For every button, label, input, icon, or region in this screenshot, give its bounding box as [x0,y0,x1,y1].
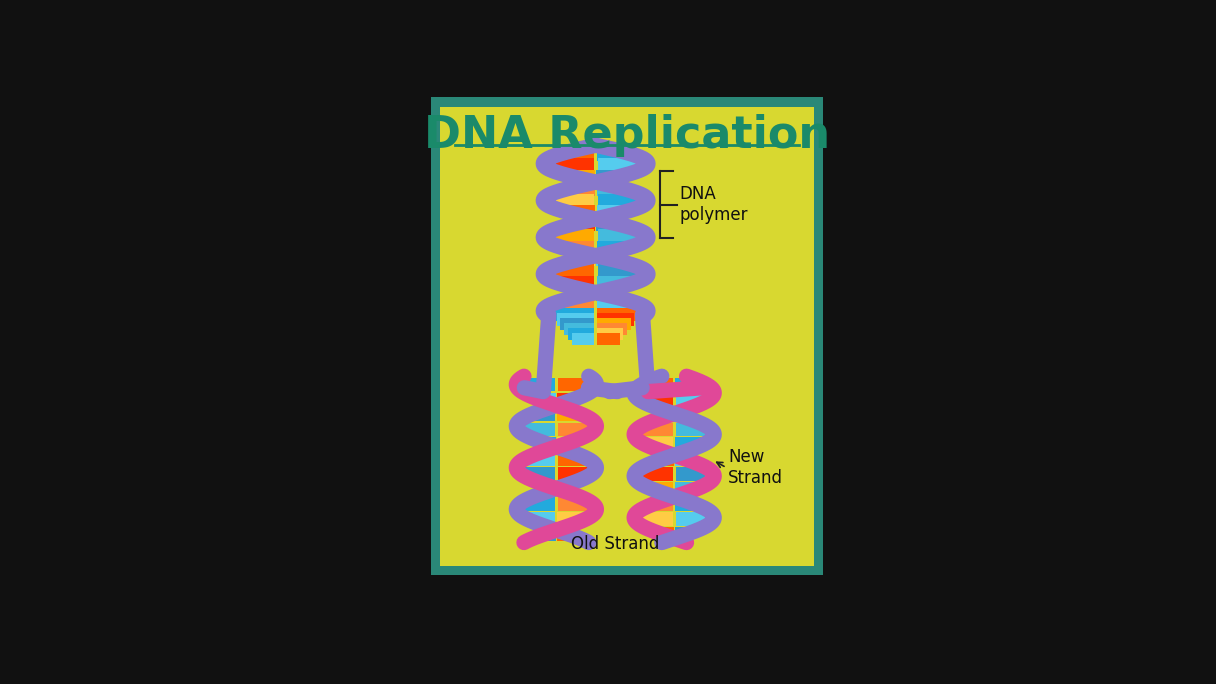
Bar [553,308,595,321]
Bar [561,318,595,330]
Bar [598,194,647,207]
Bar [676,393,708,406]
Bar [675,527,685,541]
Bar [568,328,595,340]
Bar [576,170,595,184]
Bar [597,241,627,254]
Bar [597,182,623,196]
Bar [533,408,556,421]
Bar [568,182,595,196]
Bar [597,264,644,278]
Bar [557,408,580,421]
Bar [597,159,646,172]
Bar [597,217,617,231]
Bar [597,276,634,289]
Bar [636,467,672,482]
Bar [597,318,631,330]
Bar [547,264,593,278]
Bar [557,527,567,541]
Bar [558,467,590,482]
Bar [440,107,815,566]
Bar [654,482,674,497]
Bar [546,159,593,172]
Bar [545,229,593,243]
Bar [676,423,710,436]
Bar [654,497,674,511]
Bar [641,393,672,406]
Text: DNA Replication: DNA Replication [424,114,831,157]
Bar [523,467,554,482]
Bar [676,467,713,482]
Bar [430,98,823,575]
Bar [675,378,705,391]
Text: New
Strand: New Strand [728,448,783,487]
Bar [597,299,642,313]
Bar [558,423,593,436]
Bar [557,438,562,451]
Bar [647,438,674,451]
Bar [551,438,556,451]
Bar [518,378,554,391]
Bar [596,252,609,266]
Bar [569,205,595,220]
Bar [519,423,554,436]
Bar [664,452,674,466]
Bar [558,497,592,511]
Bar [636,512,672,526]
Bar [557,512,584,526]
Bar [581,252,595,266]
Bar [557,393,572,406]
Bar [675,438,702,451]
Bar [558,276,595,289]
Bar [675,482,694,497]
Bar [563,147,595,161]
Bar [597,332,620,345]
Bar [597,323,627,335]
Bar [675,452,685,466]
Bar [546,527,556,541]
Text: DNA
polymer: DNA polymer [680,185,748,224]
Bar [557,313,595,326]
Bar [597,205,621,220]
Bar [541,393,556,406]
Bar [643,378,672,391]
Bar [675,497,694,511]
Bar [638,423,672,436]
Bar [558,452,587,466]
Bar [596,170,615,184]
Bar [676,512,713,526]
Bar [597,308,638,321]
Bar [525,452,556,466]
Bar [575,217,595,231]
Bar [664,527,674,541]
Bar [597,313,635,326]
Bar [520,497,554,511]
Bar [550,299,593,313]
Bar [563,241,595,254]
Bar [589,287,596,302]
Bar [596,287,603,302]
Bar [558,378,595,391]
Bar [564,323,595,335]
Bar [597,328,624,340]
Bar [529,512,556,526]
Bar [597,229,646,243]
Bar [545,194,593,207]
Bar [572,332,595,345]
Text: Old Strand: Old Strand [572,535,659,553]
Bar [597,147,629,161]
